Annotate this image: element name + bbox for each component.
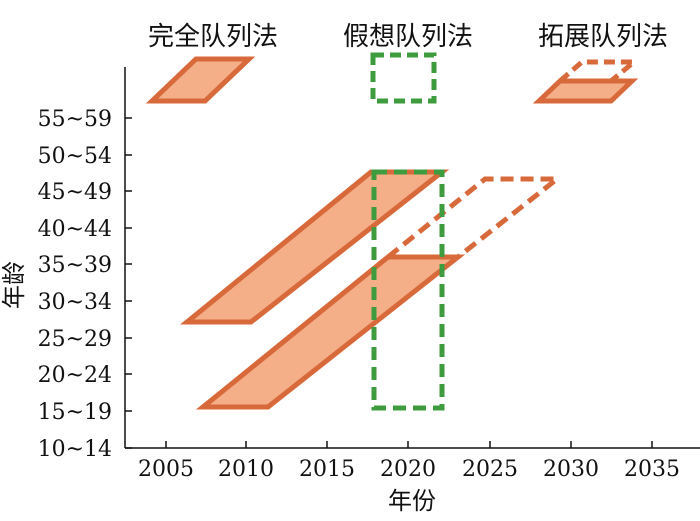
y-tick-label: 15~19 [38, 400, 112, 425]
y-tick-label: 35~39 [38, 253, 112, 278]
legend-full-cohort-swatch [145, 56, 256, 104]
legend-extended-cohort-label: 拓展队列法 [538, 22, 668, 52]
x-tick-label: 2010 [218, 457, 274, 482]
y-tick-label: 50~54 [38, 144, 112, 169]
legend-extended-cohort-dashed-swatch [558, 59, 641, 83]
y-tick-label: 45~49 [38, 180, 112, 205]
x-tick-label: 2035 [624, 457, 680, 482]
y-tick-label: 40~44 [38, 217, 112, 242]
x-axis-title: 年份 [388, 487, 436, 515]
y-tick-label: 10~14 [38, 437, 112, 462]
x-tick-label: 2015 [299, 457, 355, 482]
y-tick-label: 25~29 [38, 327, 112, 352]
legend-hypothetical-cohort-label: 假想队列法 [343, 22, 473, 52]
extended-cohort-projection [386, 176, 565, 259]
x-tick-label: 2025 [462, 457, 518, 482]
hypothetical-cohort-window [371, 169, 445, 411]
legend-full-cohort-label: 完全队列法 [148, 22, 278, 52]
y-tick-label: 55~59 [38, 107, 112, 132]
legend-hypothetical-cohort-swatch [370, 52, 437, 104]
y-tick-label: 30~34 [38, 290, 112, 315]
y-axis-title: 年龄 [0, 261, 28, 309]
x-tick-label: 2030 [543, 457, 599, 482]
legend-extended-cohort-solid-swatch [532, 78, 639, 104]
x-tick-label: 2020 [380, 457, 436, 482]
x-tick-label: 2005 [138, 457, 194, 482]
y-tick-label: 20~24 [38, 363, 112, 388]
